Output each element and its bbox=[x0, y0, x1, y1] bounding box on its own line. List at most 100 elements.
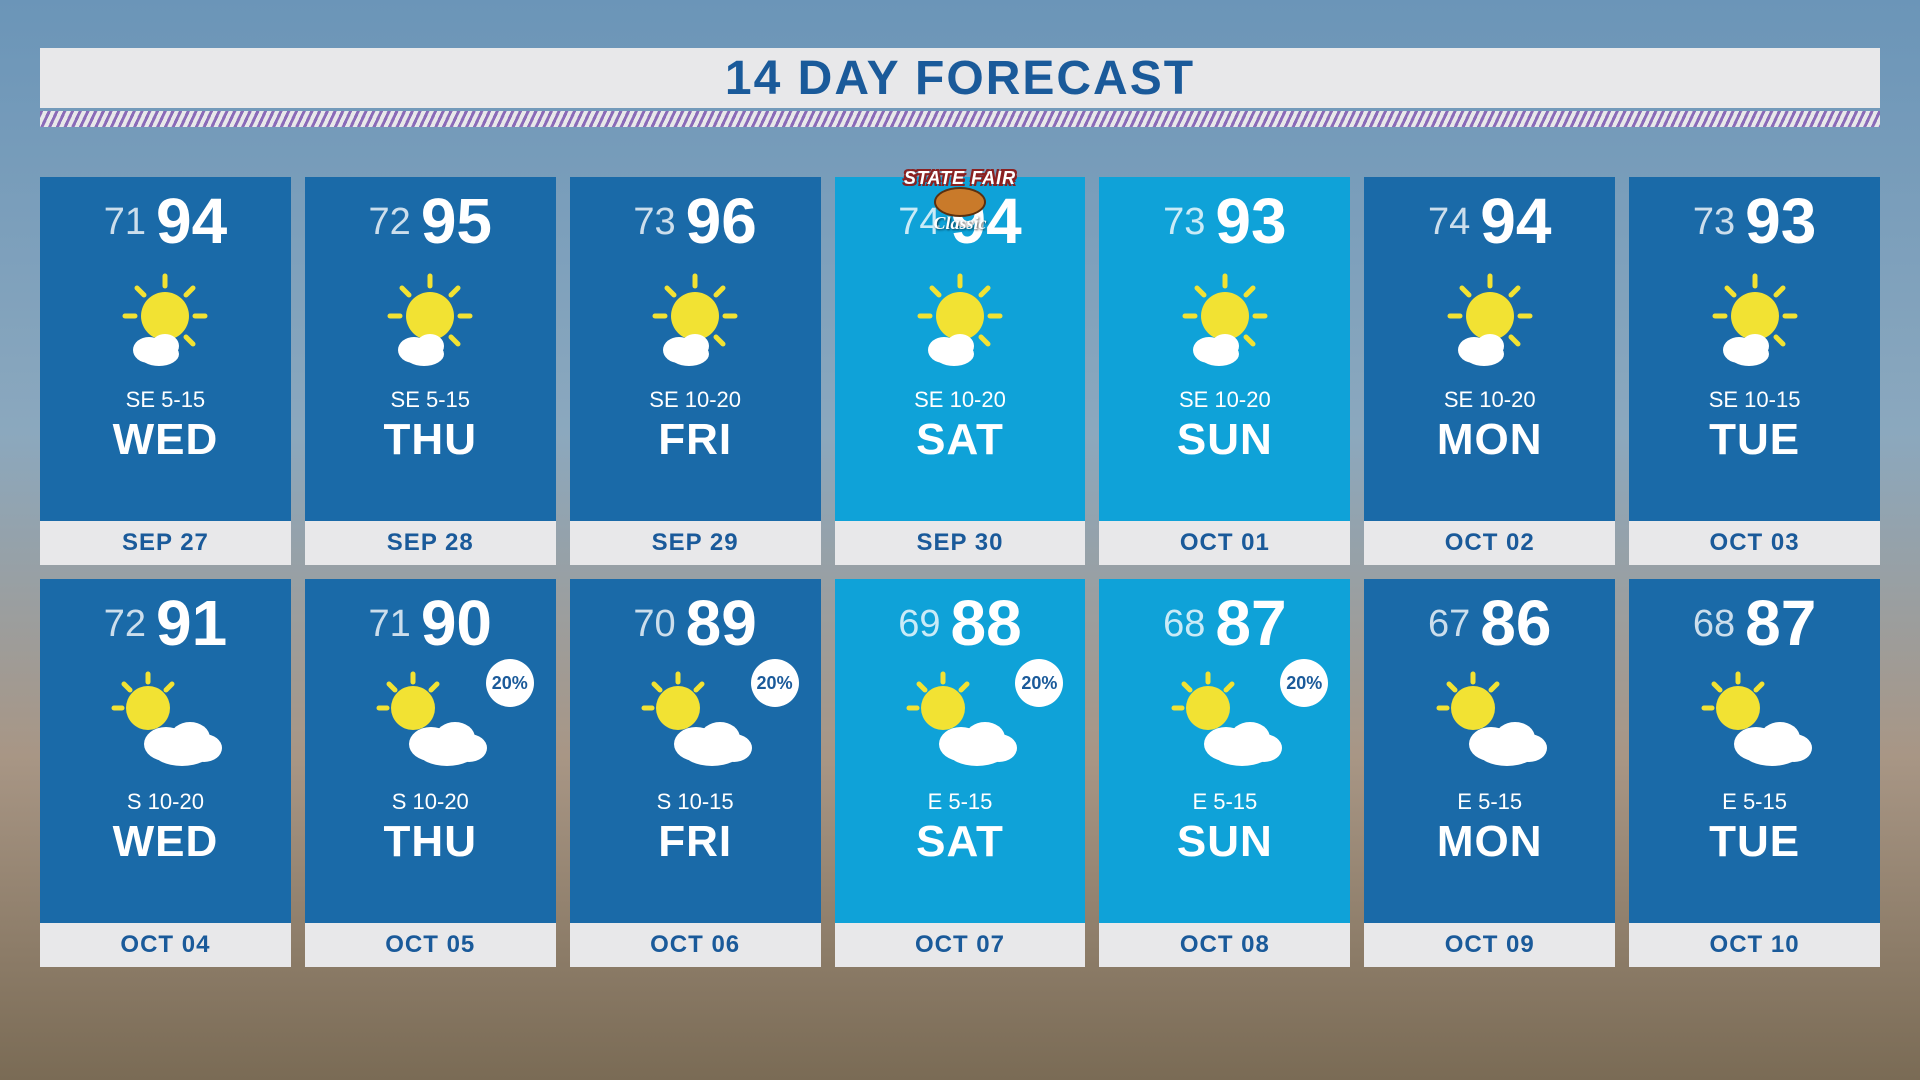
forecast-card: 7291 S 10-20WEDOCT 04 bbox=[40, 579, 291, 967]
low-temp: 72 bbox=[104, 603, 146, 646]
day-name: WED bbox=[113, 415, 219, 465]
card-body: 70 89 20% S 10-15FRI bbox=[570, 579, 821, 923]
low-temp: 73 bbox=[1163, 201, 1205, 244]
day-name: MON bbox=[1437, 415, 1543, 465]
low-temp: 72 bbox=[369, 201, 411, 244]
temp-row: 7494 bbox=[1372, 189, 1607, 253]
low-temp: 73 bbox=[1693, 201, 1735, 244]
card-body: 6887 20% E 5-15SUN bbox=[1099, 579, 1350, 923]
card-body: 6887 E 5-15TUE bbox=[1629, 579, 1880, 923]
precip-badge: 20% bbox=[1280, 659, 1328, 707]
forecast-card: 7494 SE 10-20SATSEP 30 bbox=[835, 177, 1086, 565]
card-date: OCT 04 bbox=[40, 923, 291, 967]
hatch-divider bbox=[40, 111, 1880, 127]
high-temp: 88 bbox=[951, 591, 1022, 655]
partly-cloudy-icon: 20% bbox=[843, 665, 1078, 775]
temp-row: 7393 bbox=[1107, 189, 1342, 253]
state-fair-badge: STATE FAIR Classic bbox=[860, 168, 1060, 234]
title-bar: 14 DAY FORECAST bbox=[40, 48, 1880, 108]
card-date: OCT 09 bbox=[1364, 923, 1615, 967]
forecast-card: 7393 SE 10-20SUNOCT 01 bbox=[1099, 177, 1350, 565]
temp-row: 7194 bbox=[48, 189, 283, 253]
mostly-sunny-icon bbox=[578, 263, 813, 373]
wind-text: E 5-15 bbox=[1722, 789, 1787, 815]
wind-text: S 10-20 bbox=[392, 789, 469, 815]
forecast-card: 6887 20%E 5-15SUNOCT 08 bbox=[1099, 579, 1350, 967]
low-temp: 70 bbox=[633, 603, 675, 646]
wind-text: SE 5-15 bbox=[126, 387, 206, 413]
forecast-card: 7190 20%S 10-20THUOCT 05 bbox=[305, 579, 556, 967]
temp-row: 73 96 bbox=[578, 189, 813, 253]
temp-row: 6887 bbox=[1637, 591, 1872, 655]
temp-row: 6988 bbox=[843, 591, 1078, 655]
low-temp: 68 bbox=[1163, 603, 1205, 646]
forecast-card: 7393 SE 10-15TUEOCT 03 bbox=[1629, 177, 1880, 565]
partly-cloudy-icon bbox=[1372, 665, 1607, 775]
high-temp: 96 bbox=[686, 189, 757, 253]
partly-cloudy-icon: 20% bbox=[578, 665, 813, 775]
day-name: WED bbox=[113, 817, 219, 867]
wind-text: SE 10-20 bbox=[1179, 387, 1271, 413]
low-temp: 73 bbox=[633, 201, 675, 244]
card-date: SEP 29 bbox=[570, 521, 821, 565]
wind-text: E 5-15 bbox=[1457, 789, 1522, 815]
low-temp: 71 bbox=[104, 201, 146, 244]
high-temp: 87 bbox=[1745, 591, 1816, 655]
wind-text: SE 10-20 bbox=[1444, 387, 1536, 413]
forecast-panel: 14 DAY FORECAST STATE FAIR Classic 7194 bbox=[40, 48, 1880, 1032]
wind-text: SE 5-15 bbox=[391, 387, 471, 413]
card-date: OCT 06 bbox=[570, 923, 821, 967]
wind-text: SE 10-20 bbox=[914, 387, 1006, 413]
high-temp: 94 bbox=[156, 189, 227, 253]
low-temp: 68 bbox=[1693, 603, 1735, 646]
day-name: THU bbox=[384, 817, 477, 867]
card-body: 7396 SE 10-20FRI bbox=[570, 177, 821, 521]
mostly-sunny-icon bbox=[48, 263, 283, 373]
precip-badge: 20% bbox=[1015, 659, 1063, 707]
high-temp: 89 bbox=[686, 591, 757, 655]
day-name: SAT bbox=[916, 817, 1004, 867]
wind-text: S 10-15 bbox=[657, 789, 734, 815]
day-name: SUN bbox=[1177, 817, 1273, 867]
forecast-card: 6988 20%E 5-15SATOCT 07 bbox=[835, 579, 1086, 967]
mostly-sunny-icon bbox=[1637, 263, 1872, 373]
card-body: 7190 20% S 10-20THU bbox=[305, 579, 556, 923]
wind-text: SE 10-20 bbox=[649, 387, 741, 413]
temp-row: 7295 bbox=[313, 189, 548, 253]
low-temp: 71 bbox=[369, 603, 411, 646]
forecast-card: 6887 E 5-15TUEOCT 10 bbox=[1629, 579, 1880, 967]
card-body: 7393 SE 10-15TUE bbox=[1629, 177, 1880, 521]
high-temp: 90 bbox=[421, 591, 492, 655]
forecast-card: 7494 SE 10-20MON OCT 02 bbox=[1364, 177, 1615, 565]
card-date: OCT 01 bbox=[1099, 521, 1350, 565]
day-name: FRI bbox=[658, 817, 732, 867]
temp-row: 7190 bbox=[313, 591, 548, 655]
card-date: SEP 30 bbox=[835, 521, 1086, 565]
badge-top-text: STATE FAIR bbox=[860, 168, 1060, 189]
wind-text: E 5-15 bbox=[928, 789, 993, 815]
day-name: THU bbox=[384, 415, 477, 465]
low-temp: 74 bbox=[1428, 201, 1470, 244]
card-date: SEP 27 bbox=[40, 521, 291, 565]
card-body: 7194 SE 5-15WED bbox=[40, 177, 291, 521]
wind-text: E 5-15 bbox=[1192, 789, 1257, 815]
high-temp: 93 bbox=[1215, 189, 1286, 253]
mostly-sunny-icon bbox=[1107, 263, 1342, 373]
wind-text: SE 10-15 bbox=[1709, 387, 1801, 413]
forecast-card: 7396 SE 10-20FRISEP 29 bbox=[570, 177, 821, 565]
partly-cloudy-icon bbox=[1637, 665, 1872, 775]
football-icon bbox=[934, 187, 986, 217]
high-temp: 87 bbox=[1215, 591, 1286, 655]
partly-cloudy-icon: 20% bbox=[313, 665, 548, 775]
high-temp: 86 bbox=[1480, 591, 1551, 655]
temp-row: 7393 bbox=[1637, 189, 1872, 253]
temp-row: 7291 bbox=[48, 591, 283, 655]
card-body: 7393 SE 10-20SUN bbox=[1099, 177, 1350, 521]
forecast-card: 7295 SE 5-15THUSEP 28 bbox=[305, 177, 556, 565]
mostly-sunny-icon bbox=[843, 263, 1078, 373]
mostly-sunny-icon bbox=[313, 263, 548, 373]
card-body: 7295 SE 5-15THU bbox=[305, 177, 556, 521]
card-body: 6786 E 5-15MON bbox=[1364, 579, 1615, 923]
card-date: OCT 02 bbox=[1364, 521, 1615, 565]
mostly-sunny-icon bbox=[1372, 263, 1607, 373]
